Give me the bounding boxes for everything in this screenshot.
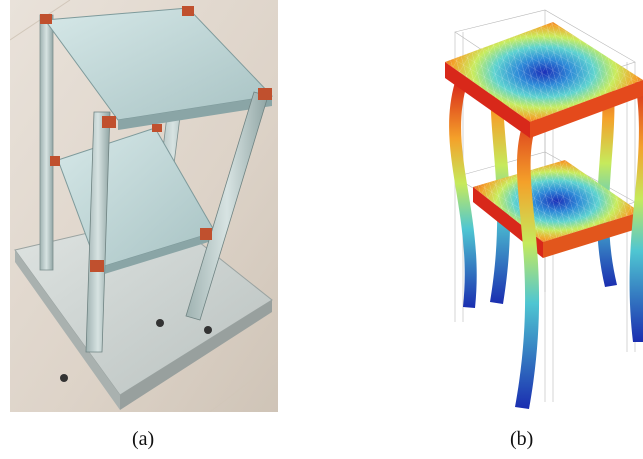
bolt-hole — [60, 374, 68, 382]
panel-label-a: (a) — [132, 428, 155, 450]
base-plate-edge — [15, 250, 120, 410]
column-front-left — [85, 111, 111, 353]
panel-label-b: (b) — [510, 428, 534, 450]
simulation-panel-b — [435, 2, 643, 412]
frame-photo-illustration — [10, 0, 278, 412]
corner-connector — [90, 260, 104, 272]
mode-shape-illustration — [445, 9, 643, 409]
corner-connector — [152, 124, 162, 132]
bolt-hole — [156, 319, 164, 327]
bolt-hole — [204, 326, 212, 334]
deformed-column — [490, 52, 511, 304]
corner-connector — [182, 6, 194, 16]
deformed-column — [629, 82, 643, 342]
deformed-column — [449, 82, 477, 308]
corner-connector — [200, 228, 212, 240]
corner-connector — [40, 14, 52, 24]
corner-connector — [102, 116, 116, 128]
column-back-left — [39, 14, 54, 271]
corner-connector — [258, 88, 272, 100]
corner-connector — [50, 156, 60, 166]
photo-panel-a — [10, 0, 278, 412]
deformed-column — [515, 107, 543, 409]
